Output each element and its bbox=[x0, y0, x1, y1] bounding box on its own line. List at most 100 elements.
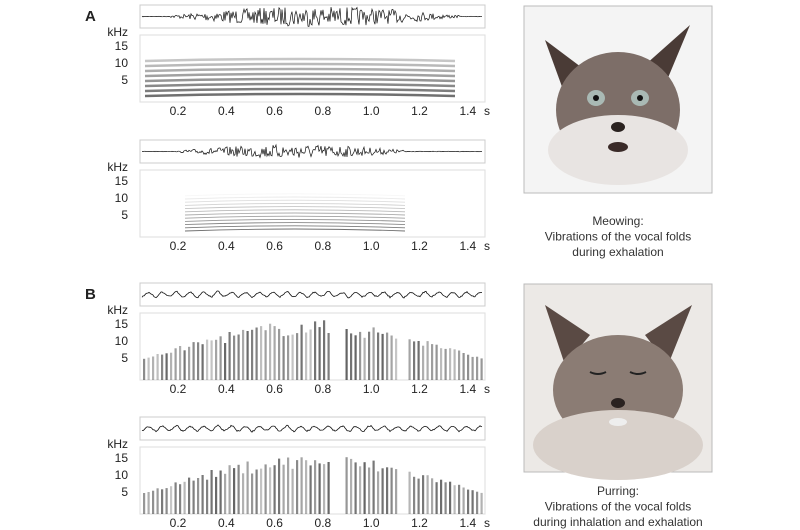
harmonic bbox=[184, 225, 406, 229]
spectrogram-burst bbox=[219, 336, 222, 380]
spectrogram-burst bbox=[179, 484, 182, 514]
waveform bbox=[141, 424, 483, 433]
spectrogram-burst bbox=[440, 348, 443, 380]
spectrogram-burst bbox=[422, 475, 425, 514]
waveform-frame bbox=[139, 282, 486, 307]
x-tick-label: 1.4 bbox=[459, 239, 476, 253]
harmonic bbox=[184, 222, 406, 226]
spectrogram-burst bbox=[260, 326, 263, 380]
caption-line: Vibrations of the vocal folds bbox=[545, 230, 692, 244]
spectrogram-burst bbox=[242, 329, 245, 380]
y-tick-label: 5 bbox=[121, 208, 128, 222]
waveform-frame bbox=[139, 416, 486, 441]
waveform bbox=[141, 290, 483, 299]
harmonic bbox=[144, 72, 456, 78]
x-tick-label: 0.6 bbox=[266, 239, 283, 253]
spectrogram-burst bbox=[246, 331, 249, 380]
x-unit: s bbox=[484, 104, 490, 118]
spectrogram-burst bbox=[377, 332, 380, 380]
waveform-frame bbox=[139, 139, 486, 164]
spectrogram-burst bbox=[215, 476, 218, 514]
y-tick-label: 5 bbox=[121, 73, 128, 87]
spectrogram-burst bbox=[467, 354, 470, 380]
spectrogram-burst bbox=[449, 348, 452, 380]
waveform-frame bbox=[139, 4, 486, 29]
spectrogram-burst bbox=[458, 484, 461, 514]
spectrogram-burst bbox=[143, 358, 146, 380]
spectrogram-burst bbox=[224, 343, 227, 380]
spectrogram-burst bbox=[354, 462, 357, 514]
spectrogram-burst bbox=[431, 478, 434, 514]
spectrogram-burst bbox=[147, 357, 150, 380]
y-unit: kHz bbox=[107, 303, 128, 317]
spectrogram-burst bbox=[201, 475, 204, 514]
x-tick-label: 0.8 bbox=[315, 382, 332, 396]
spectrogram-burst bbox=[165, 488, 168, 514]
spectrogram-burst bbox=[318, 327, 321, 380]
spectrogram-burst bbox=[161, 489, 164, 514]
spectrogram-burst bbox=[147, 492, 150, 514]
spectrogram-burst bbox=[381, 468, 384, 514]
x-tick-label: 1.0 bbox=[363, 516, 380, 530]
spectrogram-burst bbox=[278, 328, 281, 380]
spectrogram-burst bbox=[372, 327, 375, 380]
y-tick-label: 5 bbox=[121, 351, 128, 365]
x-tick-label: 0.4 bbox=[218, 104, 235, 118]
spectrogram-burst bbox=[174, 482, 177, 514]
x-unit: s bbox=[484, 239, 490, 253]
spectrogram-burst bbox=[359, 466, 362, 514]
x-tick-label: 0.4 bbox=[218, 239, 235, 253]
harmonic bbox=[144, 67, 456, 73]
spectrogram-burst bbox=[449, 481, 452, 514]
spectrogram-burst bbox=[440, 479, 443, 514]
spectrogram-burst bbox=[417, 341, 420, 380]
spectrogram-burst bbox=[395, 469, 398, 514]
x-tick-label: 1.0 bbox=[363, 104, 380, 118]
y-tick-label: 5 bbox=[121, 485, 128, 499]
x-tick-label: 1.4 bbox=[459, 516, 476, 530]
y-tick-label: 10 bbox=[115, 334, 129, 348]
spectrogram-burst bbox=[246, 461, 249, 514]
spectrogram-burst bbox=[228, 465, 231, 514]
spectrogram-burst bbox=[309, 465, 312, 514]
spectrogram-burst bbox=[282, 336, 285, 380]
spectrogram-burst bbox=[377, 471, 380, 514]
harmonic bbox=[184, 228, 406, 232]
spectrogram-burst bbox=[305, 460, 308, 514]
spectrogram-burst bbox=[219, 470, 222, 514]
waveform bbox=[142, 143, 483, 159]
caption-line: Meowing: bbox=[592, 214, 643, 228]
x-tick-label: 1.4 bbox=[459, 382, 476, 396]
harmonic bbox=[184, 206, 406, 210]
spectrogram-burst bbox=[327, 333, 330, 380]
spectrogram-burst bbox=[287, 335, 290, 380]
spectrogram-burst bbox=[165, 353, 168, 380]
spectrogram-burst bbox=[426, 475, 429, 514]
spectrogram-burst bbox=[444, 482, 447, 514]
harmonic bbox=[144, 57, 456, 63]
waveform bbox=[141, 6, 483, 27]
spectrogram-burst bbox=[422, 345, 425, 380]
spectrogram-burst bbox=[156, 354, 159, 380]
spectrogram-burst bbox=[314, 321, 317, 380]
spectrogram-burst bbox=[264, 464, 267, 514]
x-tick-label: 0.2 bbox=[170, 104, 187, 118]
spectrogram-burst bbox=[282, 464, 285, 514]
spectrogram-burst bbox=[255, 327, 258, 380]
spectrogram-burst bbox=[161, 354, 164, 380]
spectrogram-burst bbox=[300, 457, 303, 514]
harmonic bbox=[144, 62, 456, 68]
harmonic bbox=[184, 209, 406, 213]
x-tick-label: 0.2 bbox=[170, 382, 187, 396]
harmonic bbox=[184, 215, 406, 219]
spectrogram-burst bbox=[179, 346, 182, 380]
spectrogram-burst bbox=[413, 341, 416, 380]
x-tick-label: 0.4 bbox=[218, 516, 235, 530]
x-tick-label: 1.2 bbox=[411, 104, 428, 118]
spectrogram-burst bbox=[323, 464, 326, 514]
spectrogram-burst bbox=[273, 465, 276, 514]
spectrogram-burst bbox=[228, 332, 231, 380]
spectrogram-burst bbox=[408, 471, 411, 514]
spectrogram-burst bbox=[287, 457, 290, 514]
spectrogram-burst bbox=[453, 485, 456, 514]
